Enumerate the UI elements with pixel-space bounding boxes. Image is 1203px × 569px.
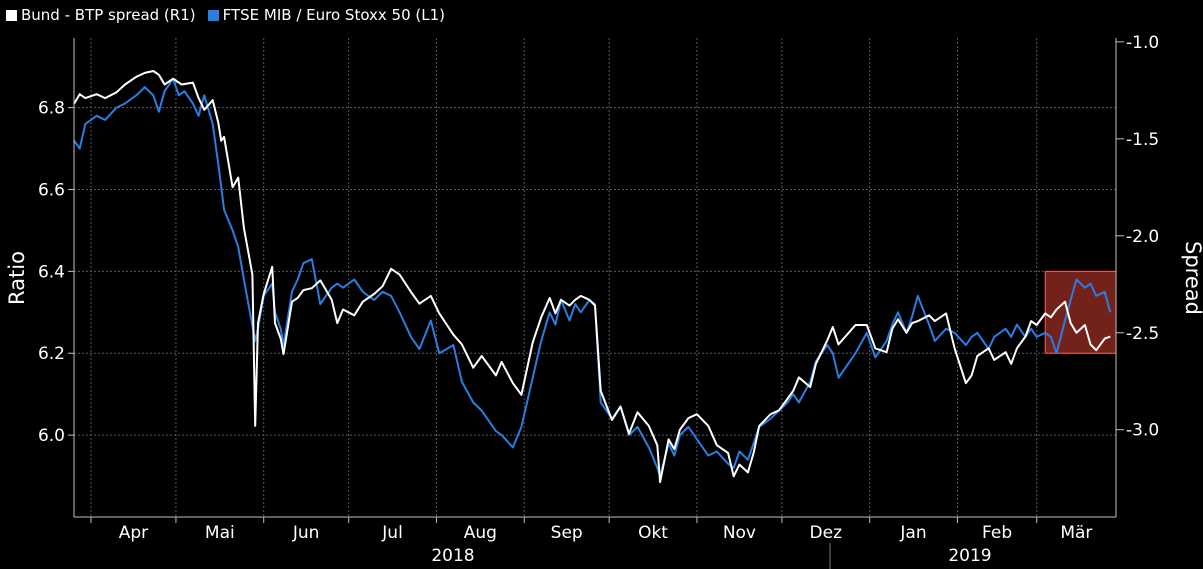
x-tick-label: Jun — [292, 523, 320, 543]
y-right-tick-label: -1.0 — [1126, 33, 1159, 53]
legend-item-spread[interactable]: Bund - BTP spread (R1) — [6, 6, 196, 24]
axes — [73, 38, 1117, 569]
legend: Bund - BTP spread (R1) FTSE MIB / Euro S… — [6, 5, 457, 25]
series-line-ratio — [73, 77, 1112, 478]
y-left-tick-label: 6.8 — [38, 99, 65, 119]
legend-item-ratio[interactable]: FTSE MIB / Euro Stoxx 50 (L1) — [207, 6, 446, 24]
x-tick-label: Dez — [810, 523, 843, 543]
legend-label-spread: Bund - BTP spread (R1) — [21, 6, 196, 24]
legend-swatch-spread — [6, 9, 17, 21]
x-tick-label: Mai — [205, 523, 235, 543]
x-tick-label: Feb — [982, 523, 1012, 543]
grid — [74, 38, 1116, 517]
y-left-axis-label: Ratio — [5, 251, 29, 305]
year-label-2018: 2018 — [431, 546, 474, 566]
x-tick-label: Aug — [464, 523, 497, 543]
x-tick-label: Sep — [551, 523, 583, 543]
y-right-tick-label: -2.0 — [1126, 227, 1159, 247]
y-left-tick-label: 6.2 — [38, 344, 65, 364]
y-right-tick-label: -3.0 — [1126, 421, 1159, 441]
y-left-tick-label: 6.6 — [38, 180, 65, 200]
legend-label-ratio: FTSE MIB / Euro Stoxx 50 (L1) — [222, 6, 446, 24]
y-left-tick-label: 6.4 — [38, 262, 65, 282]
y-right-tick-label: -2.5 — [1126, 324, 1159, 344]
x-tick-label: Apr — [119, 523, 148, 543]
y-right-axis-label: Spread — [1181, 241, 1203, 315]
x-tick-label: Jul — [381, 523, 403, 543]
x-tick-label: Jan — [899, 523, 926, 543]
x-tick-label: Okt — [638, 523, 668, 543]
x-tick-label: Nov — [723, 523, 756, 543]
series-lines — [73, 70, 1112, 484]
year-label-2019: 2019 — [948, 546, 991, 566]
ticks: 6.0 6.2 6.4 6.6 6.8 -1.0 -1.5 -2.0 -2.5 -3.0 Apr Ma… — [38, 33, 1159, 543]
legend-swatch-ratio — [207, 9, 219, 21]
series-line-spread — [73, 70, 1111, 484]
y-left-tick-label: 6.0 — [38, 426, 65, 446]
x-tick-label: Mär — [1060, 523, 1092, 543]
y-right-tick-label: -1.5 — [1126, 130, 1159, 150]
